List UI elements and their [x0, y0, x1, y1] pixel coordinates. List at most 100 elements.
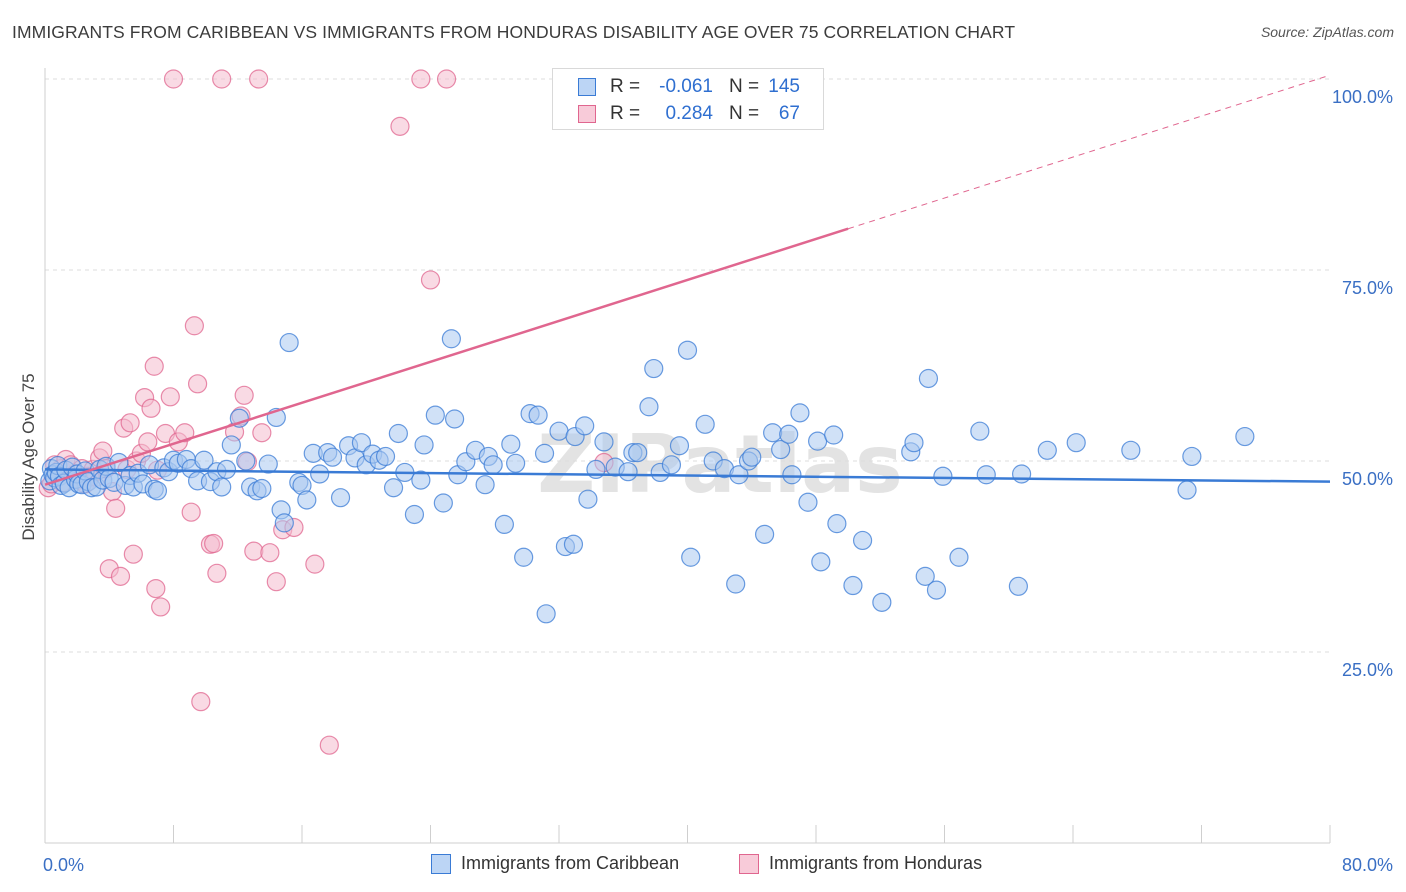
- caribbean-point: [534, 443, 555, 463]
- caribbean-point: [790, 403, 810, 423]
- caribbean-point: [970, 421, 990, 441]
- caribbean-point: [221, 435, 241, 455]
- caribbean-point: [742, 447, 762, 467]
- stats-legend: R = -0.061 N = 145 R = 0.284 N = 67: [552, 68, 824, 130]
- caribbean-point: [575, 416, 595, 436]
- chart-title: IMMIGRANTS FROM CARIBBEAN VS IMMIGRANTS …: [12, 22, 1016, 42]
- honduras-point: [181, 502, 201, 522]
- y-tick-label: 75.0%: [1342, 278, 1393, 298]
- honduras-point: [249, 69, 269, 89]
- stats-row-caribbean: R = -0.061 N = 145: [553, 73, 823, 101]
- y-tick-label: 50.0%: [1342, 469, 1393, 489]
- series-legend: Immigrants from Caribbean Immigrants fro…: [0, 852, 1406, 878]
- honduras-point: [260, 543, 280, 563]
- caribbean-point: [194, 450, 214, 470]
- honduras-point: [212, 69, 232, 89]
- caribbean-point: [904, 433, 924, 453]
- caribbean-point: [252, 478, 272, 499]
- honduras-point: [120, 413, 140, 433]
- caribbean-point: [827, 514, 847, 534]
- caribbean-point: [618, 462, 638, 482]
- honduras-point: [244, 541, 264, 561]
- caribbean-point: [763, 423, 783, 443]
- honduras-point: [191, 692, 211, 712]
- r-value: 0.284: [665, 103, 713, 124]
- caribbean-point: [1177, 480, 1197, 500]
- honduras-point: [138, 432, 158, 452]
- y-axis-label: Disability Age Over 75: [19, 373, 38, 540]
- caribbean-point: [109, 452, 129, 473]
- honduras-point: [163, 69, 184, 89]
- r-value: -0.061: [659, 76, 713, 97]
- honduras-point: [252, 423, 272, 443]
- caribbean-point: [628, 442, 648, 463]
- caribbean-point: [754, 524, 775, 544]
- honduras-point: [144, 356, 164, 376]
- caribbean-point: [681, 547, 701, 567]
- caribbean-point: [433, 493, 453, 513]
- caribbean-point: [229, 408, 249, 428]
- caribbean-point: [212, 477, 232, 497]
- caribbean-point: [726, 574, 746, 594]
- honduras-point: [420, 270, 441, 290]
- caribbean-point: [549, 421, 569, 441]
- caribbean-point: [414, 435, 434, 455]
- honduras-point: [110, 566, 131, 586]
- caribbean-point: [1235, 426, 1255, 447]
- caribbean-point: [677, 340, 698, 360]
- caribbean-point: [594, 432, 614, 452]
- caribbean-point: [644, 358, 664, 379]
- honduras-point: [160, 387, 180, 407]
- caribbean-point: [425, 405, 445, 425]
- n-value: 67: [778, 103, 800, 124]
- honduras-trend-line: [44, 227, 849, 486]
- caribbean-point: [1066, 433, 1086, 453]
- caribbean-point: [514, 547, 534, 567]
- caribbean-point: [661, 455, 682, 475]
- caribbean-point: [274, 513, 294, 533]
- caribbean-point: [216, 459, 237, 480]
- caribbean-point: [279, 332, 299, 353]
- caribbean-point: [578, 489, 598, 509]
- caribbean-point: [779, 424, 799, 444]
- caribbean-point: [926, 580, 947, 600]
- caribbean-point: [383, 478, 404, 498]
- caribbean-point: [1011, 464, 1032, 484]
- caribbean-point: [669, 436, 690, 456]
- caribbean-trend-line: [44, 468, 1331, 483]
- honduras-trend-extension: [847, 74, 1331, 230]
- honduras-point: [207, 563, 227, 583]
- source-label: Source: ZipAtlas.com: [1260, 24, 1394, 40]
- caribbean-point: [1182, 446, 1202, 467]
- caribbean-point: [1121, 440, 1141, 460]
- honduras-point: [305, 554, 325, 574]
- caribbean-point: [441, 329, 461, 349]
- honduras-point: [234, 385, 254, 405]
- honduras-point: [123, 544, 143, 564]
- caribbean-point: [483, 455, 503, 475]
- caribbean-point: [236, 451, 256, 471]
- caribbean-point: [563, 534, 584, 554]
- honduras-legend-swatch: [739, 854, 759, 874]
- honduras-point: [151, 597, 171, 617]
- caribbean-point: [475, 475, 495, 495]
- caribbean-point: [949, 547, 969, 567]
- n-value: 145: [768, 76, 800, 97]
- caribbean-point: [388, 423, 408, 444]
- caribbean-point: [852, 530, 873, 551]
- honduras-swatch: [578, 105, 596, 123]
- honduras-point: [390, 116, 410, 136]
- caribbean-legend-swatch: [431, 854, 451, 874]
- caribbean-point: [528, 405, 548, 425]
- y-tick-label: 100.0%: [1332, 87, 1393, 107]
- caribbean-point: [494, 514, 514, 535]
- caribbean-point: [506, 453, 526, 473]
- caribbean-point: [824, 425, 844, 445]
- honduras-point: [204, 533, 224, 554]
- stats-row-honduras: R = 0.284 N = 67: [553, 100, 823, 128]
- honduras-point: [184, 316, 204, 336]
- caribbean-point: [933, 466, 953, 486]
- caribbean-point: [297, 490, 317, 510]
- honduras-point: [106, 498, 126, 518]
